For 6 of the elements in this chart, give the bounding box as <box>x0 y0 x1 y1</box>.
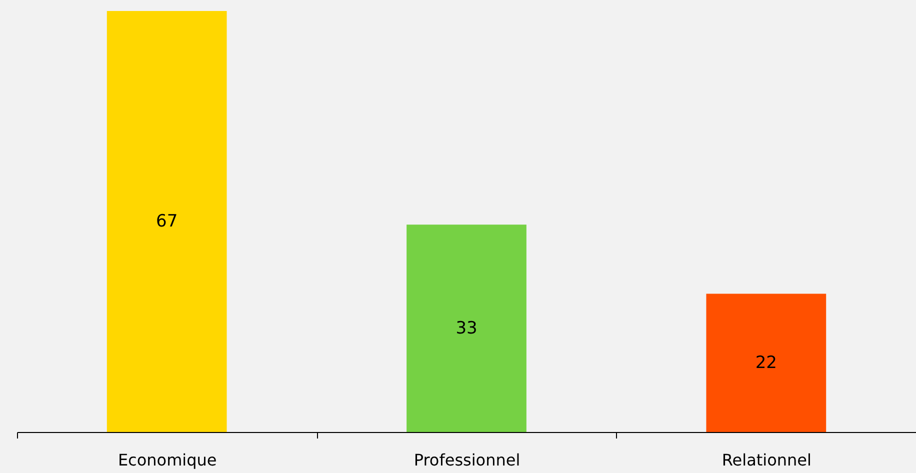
data-label: 33 <box>456 318 478 338</box>
data-label: 67 <box>156 212 178 232</box>
x-tick-label: Relationnel <box>722 450 812 470</box>
x-tick-label: Economique <box>118 450 217 470</box>
x-tick-label: Professionnel <box>414 450 520 470</box>
data-label: 22 <box>755 352 777 373</box>
